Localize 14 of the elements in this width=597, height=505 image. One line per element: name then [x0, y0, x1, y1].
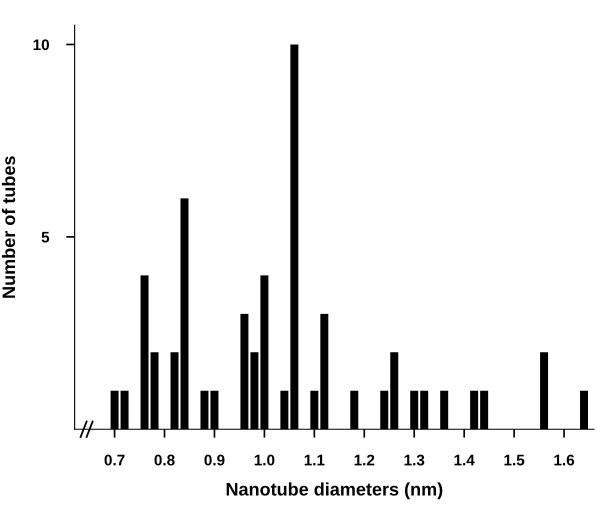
- x-tick-label: 0.9: [204, 454, 225, 466]
- y-tick-label: 10: [34, 39, 49, 50]
- x-tick-label: 1.4: [454, 454, 475, 466]
- x-tick-label: 1.5: [504, 454, 524, 466]
- x-tick-label: 1.1: [304, 454, 325, 466]
- x-axis-title: Nanotube diameters (nm): [226, 482, 442, 500]
- y-axis-title: Number of tubes: [2, 156, 16, 298]
- y-tick-label: 5: [42, 232, 50, 243]
- x-tick-label: 0.8: [154, 454, 175, 466]
- x-tick-label: 1.3: [404, 454, 424, 466]
- x-tick-label: 0.7: [104, 454, 125, 466]
- x-tick-label: 1.6: [554, 454, 574, 466]
- x-tick-label: 1.2: [354, 454, 374, 466]
- x-tick-label: 1.0: [254, 454, 274, 466]
